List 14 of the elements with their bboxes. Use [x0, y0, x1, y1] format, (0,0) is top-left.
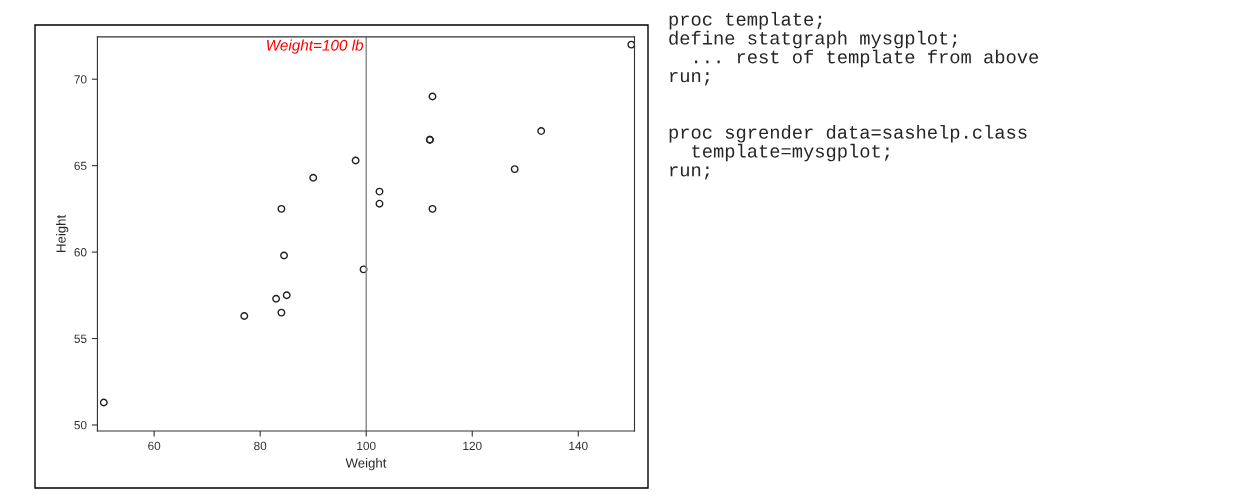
text: proc template; define statgraph mysgplot; ... rest of template from above run; proc sgrender data=sashelp.class template=mysgplot; run;	[669, 12, 1039, 180]
y-tick-label: 50	[74, 421, 87, 430]
y-tick-label: 55	[74, 334, 87, 343]
x-tick-label: 140	[569, 441, 588, 451]
x-tick-label: 60	[148, 441, 161, 451]
y-tick-label: 60	[74, 248, 87, 257]
x-tick-label: 120	[463, 441, 482, 451]
x-axis-title: Weight	[345, 458, 387, 471]
x-tick-label: 80	[254, 441, 267, 451]
x-tick-label: 100	[357, 441, 376, 451]
y-axis-title: Height	[56, 214, 69, 252]
y-tick-label: 70	[74, 75, 87, 84]
y-tick-label: 65	[74, 161, 87, 171]
ref-line-label: Weight=100 lb	[267, 39, 364, 54]
